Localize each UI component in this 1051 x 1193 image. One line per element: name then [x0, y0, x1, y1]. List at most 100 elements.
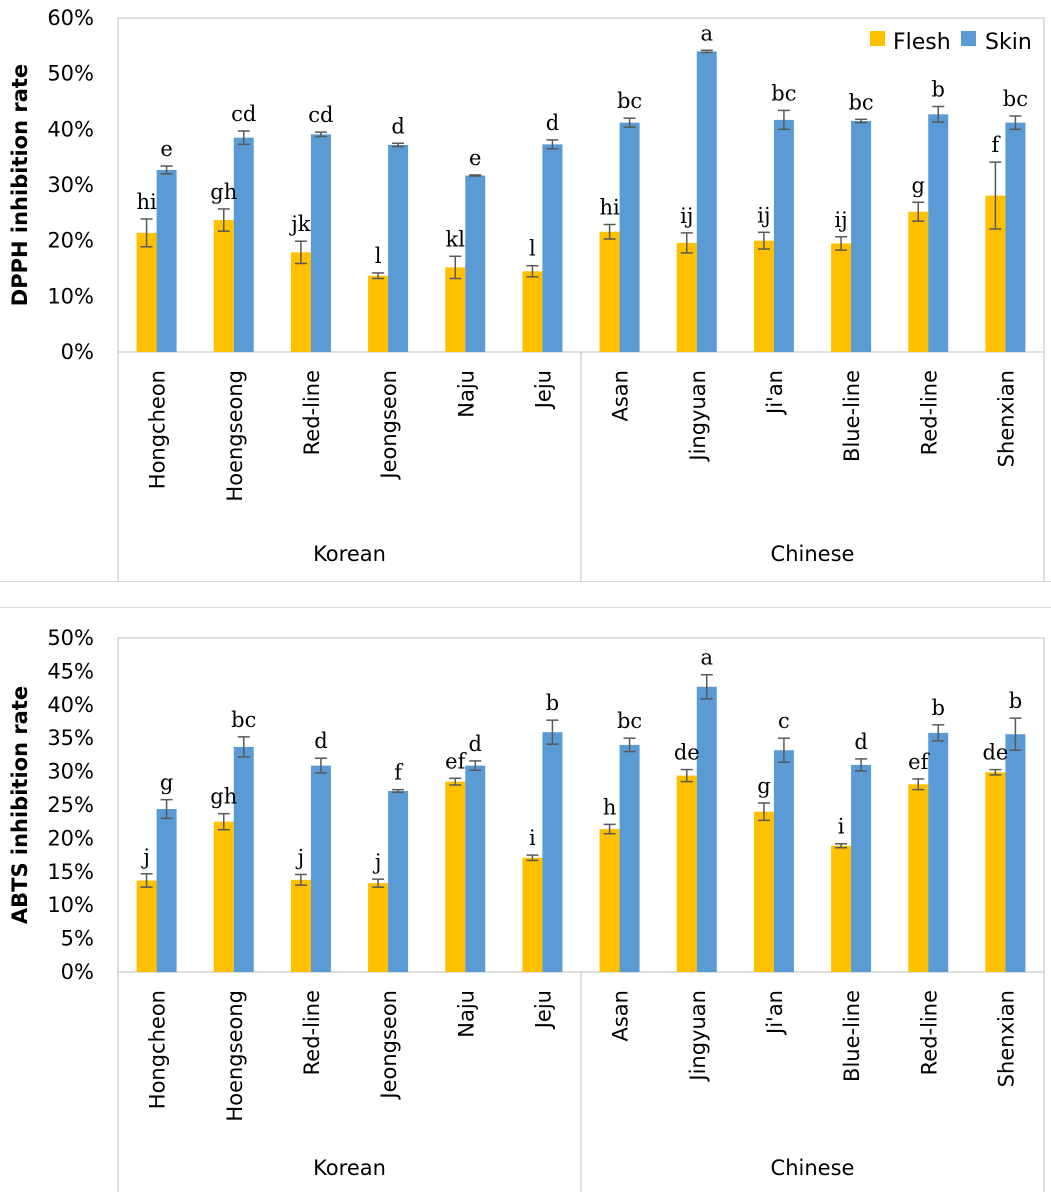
group-label: Chinese [771, 542, 855, 566]
significance-label: de [674, 741, 700, 765]
category-label: Hoengseong [223, 990, 247, 1122]
bar-flesh [213, 821, 234, 972]
bar-skin [773, 750, 794, 972]
category-label: Hongcheon [146, 990, 170, 1109]
significance-label: ij [680, 204, 693, 228]
bar-flesh [676, 775, 697, 972]
category-label: Asan [609, 990, 633, 1042]
bar-flesh [368, 883, 389, 972]
significance-label: hi [599, 196, 620, 220]
bar-skin [928, 732, 949, 972]
significance-label: e [469, 146, 481, 170]
category-label: Jeju [531, 370, 555, 410]
category-label: Jingyuan [686, 990, 710, 1083]
category-label: Red-line [300, 370, 324, 455]
category-label: Jingyuan [686, 370, 710, 463]
significance-label: d [854, 730, 867, 754]
y-tick-label: 40% [47, 693, 94, 717]
bar-skin [310, 765, 331, 972]
y-tick-label: 40% [47, 117, 94, 141]
bar-skin [619, 122, 640, 352]
bar-skin [928, 114, 949, 352]
bar-skin [619, 744, 640, 972]
y-tick-label: 10% [47, 893, 94, 917]
significance-label: bc [617, 89, 642, 113]
category-label: Shenxian [994, 990, 1018, 1087]
significance-label: kl [446, 227, 466, 251]
significance-label: gh [210, 180, 237, 204]
bar-flesh [985, 772, 1006, 972]
bar-flesh [290, 252, 311, 352]
category-label: Jeongseon [377, 990, 401, 1101]
significance-label: l [529, 237, 536, 261]
bar-skin [156, 809, 177, 972]
bar-skin [465, 175, 486, 352]
category-label: Naju [454, 370, 478, 418]
category-label: Jeongseon [377, 370, 401, 481]
bar-skin [388, 790, 409, 972]
significance-label: d [314, 729, 327, 753]
significance-label: ij [757, 203, 770, 227]
bar-skin [1005, 734, 1026, 972]
bar-flesh [136, 880, 157, 972]
significance-label: j [372, 850, 382, 874]
significance-label: cd [231, 102, 256, 126]
significance-label: ef [445, 749, 467, 773]
y-tick-label: 50% [47, 62, 94, 86]
bar-flesh [213, 220, 234, 352]
bar-flesh [599, 231, 620, 352]
bar-skin [542, 144, 563, 352]
significance-label: f [992, 133, 1002, 157]
bar-flesh [753, 240, 774, 352]
significance-label: bc [1003, 87, 1028, 111]
bar-skin [851, 764, 872, 972]
significance-label: bc [617, 709, 642, 733]
bar-skin [696, 686, 717, 972]
significance-label: l [375, 244, 382, 268]
significance-label: jk [288, 212, 311, 236]
bar-skin [696, 51, 717, 353]
significance-label: d [391, 114, 404, 138]
significance-label: g [912, 173, 925, 197]
legend-label-flesh: Flesh [893, 30, 951, 55]
bar-skin [542, 732, 563, 972]
significance-label: d [546, 111, 559, 135]
abts-chart: ABTS inhibition rate 0% 5% 10% 15% 20% 25% 30%… [8, 626, 1045, 1192]
legend-swatch-flesh [870, 31, 885, 46]
category-label: Hongcheon [146, 370, 170, 489]
bottom-divider [0, 607, 1051, 608]
bar-flesh [831, 845, 852, 972]
significance-label: b [546, 691, 559, 715]
category-label: Ji'an [763, 990, 787, 1036]
y-tick-label: 20% [47, 826, 94, 850]
significance-label: hi [136, 190, 157, 214]
bar-skin [156, 169, 177, 352]
significance-label: bc [231, 708, 256, 732]
category-label: Red-line [917, 370, 941, 455]
category-label: Red-line [917, 990, 941, 1075]
category-label: Red-line [300, 990, 324, 1075]
y-tick-label: 20% [47, 229, 94, 253]
y-tick-label: 50% [47, 626, 94, 650]
bar-flesh [445, 781, 466, 972]
y-tick-label: 5% [61, 927, 94, 951]
bar-flesh [368, 275, 389, 352]
bar-skin [851, 120, 872, 352]
y-tick-label: 0% [61, 960, 94, 984]
y-tick-label: 30% [47, 173, 94, 197]
significance-label: i [838, 815, 845, 839]
bar-flesh [599, 829, 620, 972]
category-label: Asan [609, 370, 633, 422]
category-label: Blue-line [840, 370, 864, 462]
chart-legend: Flesh Skin [870, 30, 1032, 55]
category-label: Shenxian [994, 370, 1018, 467]
bar-skin [1005, 122, 1026, 352]
bar-flesh [522, 271, 543, 352]
category-label: Jeju [531, 990, 555, 1030]
y-tick-label: 0% [61, 340, 94, 364]
significance-label: j [140, 845, 150, 869]
significance-label: ef [908, 750, 930, 774]
dpph-chart: DPPH inhibition rate 0% 10% 20% 30% 40% 50% 60… [8, 6, 1045, 581]
significance-label: cd [308, 103, 333, 127]
bar-flesh [136, 232, 157, 352]
